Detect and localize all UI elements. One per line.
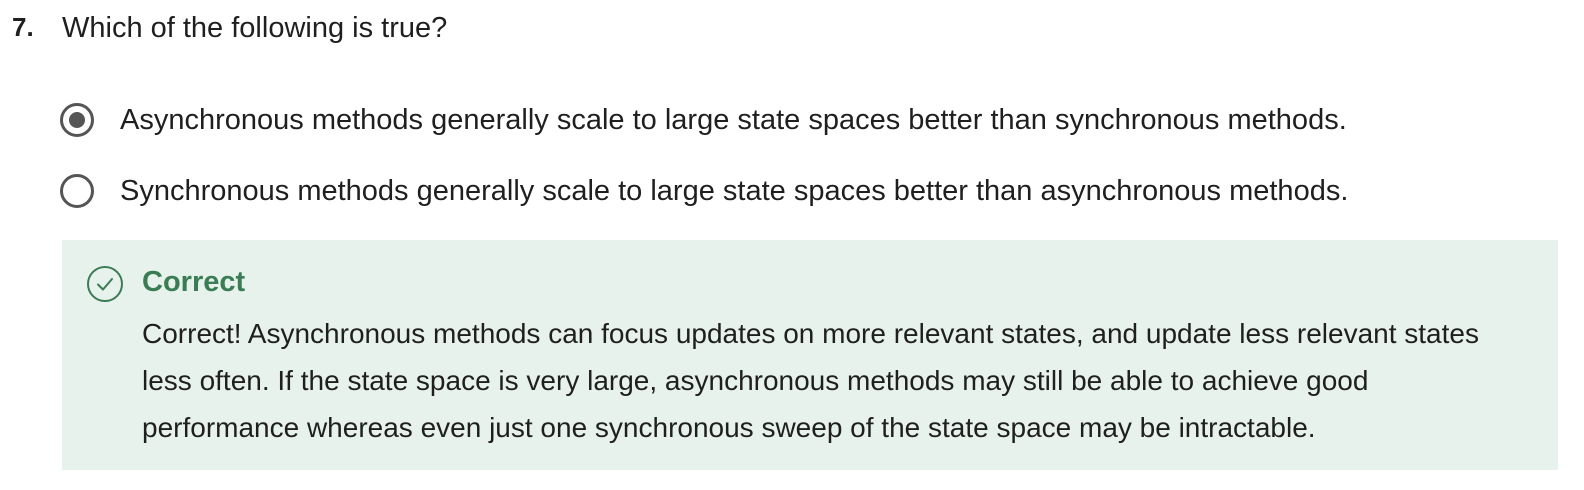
radio-button-unselected[interactable] [60, 174, 94, 208]
feedback-text: Correct! Asynchronous methods can focus … [142, 318, 1479, 443]
question-number: 7. [12, 12, 34, 42]
check-circle-icon [87, 266, 123, 302]
feedback-panel: Correct Correct! Asynchronous methods ca… [62, 240, 1558, 470]
radio-button-selected[interactable] [60, 103, 94, 137]
feedback-title: Correct [142, 266, 246, 298]
question-text: Which of the following is true? [62, 12, 448, 44]
option-label: Asynchronous methods generally scale to … [120, 103, 1347, 136]
option-synchronous[interactable]: Synchronous methods generally scale to l… [60, 174, 1348, 208]
option-label: Synchronous methods generally scale to l… [120, 174, 1349, 207]
option-asynchronous[interactable]: Asynchronous methods generally scale to … [60, 103, 1347, 137]
